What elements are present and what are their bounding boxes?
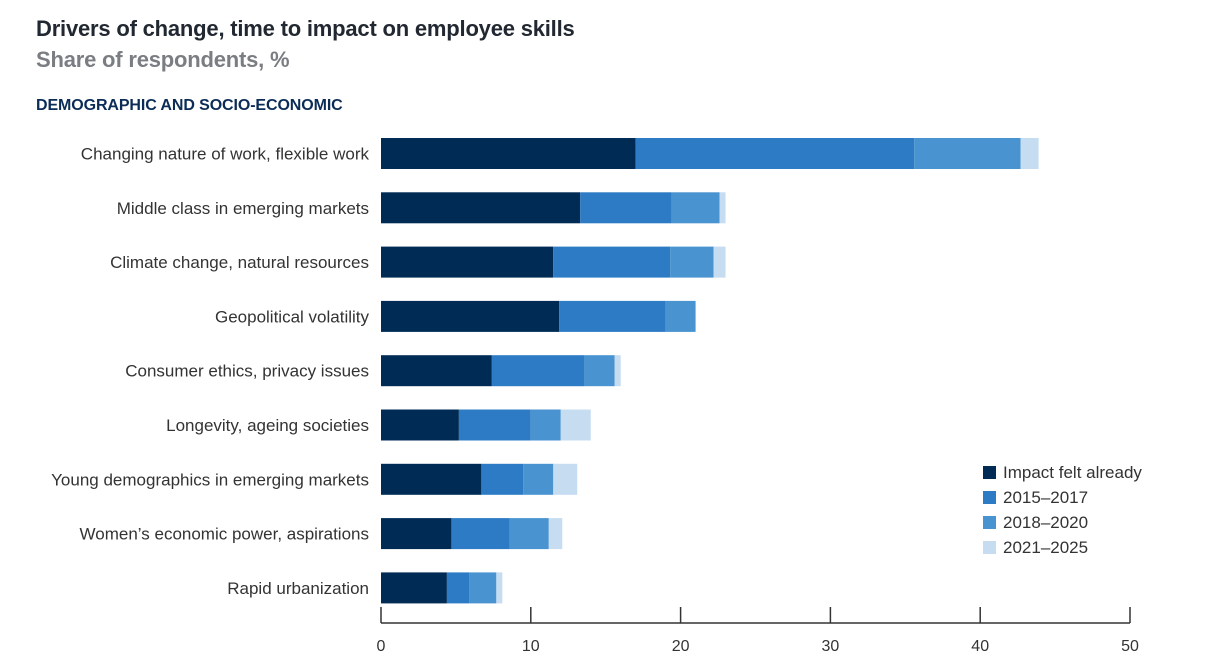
legend-swatch (983, 466, 996, 479)
x-tick-label: 20 (672, 638, 690, 655)
bar-segment (381, 355, 492, 387)
bar-segment (458, 409, 531, 441)
category-label: Geopolitical volatility (215, 307, 370, 326)
bar-segment (451, 518, 510, 550)
bar-segment (381, 300, 560, 332)
legend-label: 2018–2020 (1003, 513, 1088, 532)
category-label: Changing nature of work, flexible work (81, 145, 370, 164)
bar-segment (381, 518, 452, 550)
legend-label: Impact felt already (1003, 463, 1142, 482)
bar-segment (580, 192, 672, 224)
bar-segment (671, 192, 720, 224)
chart-subtitle: Share of respondents, % (36, 47, 290, 72)
bar-segment (381, 246, 554, 278)
category-label: Young demographics in emerging markets (51, 470, 369, 489)
bar-segment (553, 246, 671, 278)
x-tick-label: 30 (822, 638, 840, 655)
legend-swatch (983, 541, 996, 554)
category-label: Climate change, natural resources (110, 253, 369, 272)
bar-segment (523, 463, 554, 495)
bar-segment (559, 300, 666, 332)
category-labels-group: Changing nature of work, flexible work Mi… (51, 145, 369, 598)
bar-segment (553, 463, 578, 495)
x-tick-label: 0 (377, 638, 386, 655)
bar-segment (381, 138, 636, 169)
bar-segment (914, 138, 1021, 169)
legend: Impact felt already 2015–2017 2018–2020 202… (983, 463, 1142, 557)
bar-segment (381, 572, 447, 604)
bar-segment (509, 518, 549, 550)
chart-title: Drivers of change, time to impact on emp… (36, 16, 575, 41)
bar-segment (635, 138, 915, 169)
category-label: Middle class in emerging markets (117, 199, 369, 218)
bar-segment (469, 572, 497, 604)
legend-swatch (983, 516, 996, 529)
x-axis: 0 10 20 30 40 50 (377, 607, 1139, 655)
bar-segment (584, 355, 615, 387)
bar-segment (665, 300, 696, 332)
bar-segment (491, 355, 585, 387)
category-label: Longevity, ageing societies (166, 416, 369, 435)
bar-segment (446, 572, 470, 604)
x-tick-label: 40 (971, 638, 989, 655)
bars-group (381, 138, 1039, 604)
bar-segment (381, 463, 482, 495)
x-tick-label: 10 (522, 638, 540, 655)
bar-segment (548, 518, 563, 550)
bar-segment (1020, 138, 1039, 169)
bar-segment (713, 246, 726, 278)
bar-segment (381, 192, 581, 224)
bar-segment (719, 192, 726, 224)
bar-segment (614, 355, 621, 387)
category-label: Rapid urbanization (227, 579, 369, 598)
bar-segment (560, 409, 591, 441)
category-label: Women’s economic power, aspirations (80, 525, 369, 544)
bar-segment (670, 246, 714, 278)
legend-label: 2015–2017 (1003, 488, 1088, 507)
legend-label: 2021–2025 (1003, 538, 1088, 557)
x-tick-label: 50 (1121, 638, 1139, 655)
bar-segment (530, 409, 561, 441)
legend-swatch (983, 491, 996, 504)
section-label: DEMOGRAPHIC AND SOCIO-ECONOMIC (36, 97, 343, 114)
bar-segment (496, 572, 503, 604)
bar-segment (481, 463, 524, 495)
category-label: Consumer ethics, privacy issues (125, 362, 369, 381)
bar-segment (381, 409, 459, 441)
